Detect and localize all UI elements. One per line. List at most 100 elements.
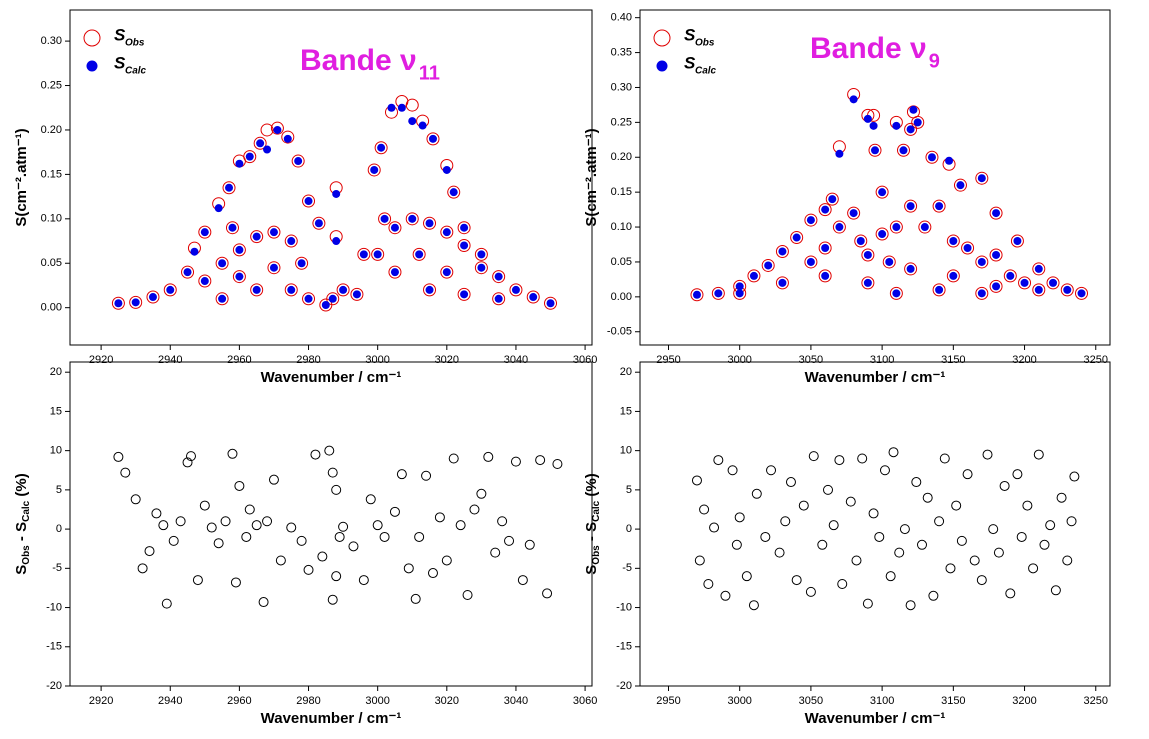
point	[405, 98, 419, 112]
y-tick-label: 0.05	[611, 256, 632, 268]
point	[906, 264, 915, 273]
point	[449, 188, 458, 197]
point	[804, 255, 818, 269]
point	[387, 103, 396, 112]
point	[426, 132, 440, 146]
point	[1003, 269, 1017, 283]
y-tick-label: -5	[622, 562, 632, 574]
point	[284, 283, 298, 297]
point	[357, 247, 371, 261]
point	[250, 230, 264, 244]
point	[200, 277, 209, 286]
point	[869, 121, 878, 130]
point	[975, 171, 989, 185]
point	[909, 105, 918, 114]
point	[1018, 276, 1032, 290]
point	[863, 250, 872, 259]
point	[1032, 262, 1046, 276]
point	[888, 447, 899, 458]
point	[992, 282, 1001, 291]
point	[230, 577, 241, 588]
point	[885, 257, 894, 266]
y-tick-label: 10	[50, 445, 62, 457]
point	[423, 283, 437, 297]
point	[222, 181, 236, 195]
x-tick-label: 2950	[656, 695, 680, 707]
y-tick-label: 15	[620, 405, 632, 417]
point	[835, 223, 844, 232]
point	[749, 271, 758, 280]
point	[389, 506, 400, 517]
point	[457, 238, 471, 252]
point	[296, 535, 307, 546]
point	[945, 156, 954, 165]
point	[367, 163, 381, 177]
point	[699, 504, 710, 515]
point	[847, 206, 861, 220]
y-axis-label-part: (%)	[13, 473, 30, 501]
point	[378, 212, 392, 226]
point	[287, 237, 296, 246]
point	[896, 143, 910, 157]
point	[851, 555, 862, 566]
point	[862, 598, 873, 609]
x-tick-label: 2950	[656, 354, 680, 366]
point	[440, 225, 454, 239]
point	[225, 183, 234, 192]
point	[510, 456, 521, 467]
point	[111, 296, 125, 310]
point	[878, 188, 887, 197]
point	[818, 269, 832, 283]
point	[442, 165, 451, 174]
point	[875, 227, 889, 241]
point	[377, 143, 386, 152]
point	[544, 296, 558, 310]
point	[911, 115, 925, 129]
point	[397, 103, 406, 112]
point	[168, 535, 179, 546]
point	[352, 290, 361, 299]
point	[477, 250, 486, 259]
x-tick-label: 2940	[158, 354, 182, 366]
point	[477, 263, 486, 272]
point	[875, 185, 889, 199]
point	[245, 152, 254, 161]
point	[906, 125, 915, 134]
x-tick-label: 3050	[799, 695, 823, 707]
point	[408, 117, 417, 126]
y-tick-label: -10	[46, 601, 62, 613]
point	[251, 520, 262, 531]
point	[235, 272, 244, 281]
chart-title: Bande ν	[810, 32, 927, 65]
point	[969, 555, 980, 566]
x-axis-label: Wavenumber / cm⁻¹	[805, 710, 946, 727]
y-tick-label: 0.40	[611, 12, 632, 24]
y-axis-label: SObs - SCalc (%)	[583, 473, 602, 574]
point	[328, 294, 337, 303]
point	[791, 575, 802, 586]
point	[764, 261, 773, 270]
y-tick-label: -0.05	[607, 326, 632, 338]
point	[200, 228, 209, 237]
point	[857, 453, 868, 464]
point	[252, 285, 261, 294]
x-tick-label: 3000	[727, 695, 751, 707]
x-tick-label: 2920	[89, 354, 113, 366]
point	[949, 237, 958, 246]
point	[1075, 286, 1089, 300]
point	[977, 257, 986, 266]
point	[198, 274, 212, 288]
y-axis-label-part: S	[13, 565, 30, 575]
point	[882, 255, 896, 269]
point	[113, 451, 124, 462]
plot-frame	[69, 361, 593, 687]
point	[457, 221, 471, 235]
point	[267, 261, 281, 275]
y-tick-label: 0	[56, 523, 62, 535]
y-tick-label: -20	[46, 680, 62, 692]
point	[1022, 500, 1033, 511]
x-tick-label: 3200	[1012, 695, 1036, 707]
point	[992, 209, 1001, 218]
x-tick-label: 2960	[227, 354, 251, 366]
point	[982, 449, 993, 460]
